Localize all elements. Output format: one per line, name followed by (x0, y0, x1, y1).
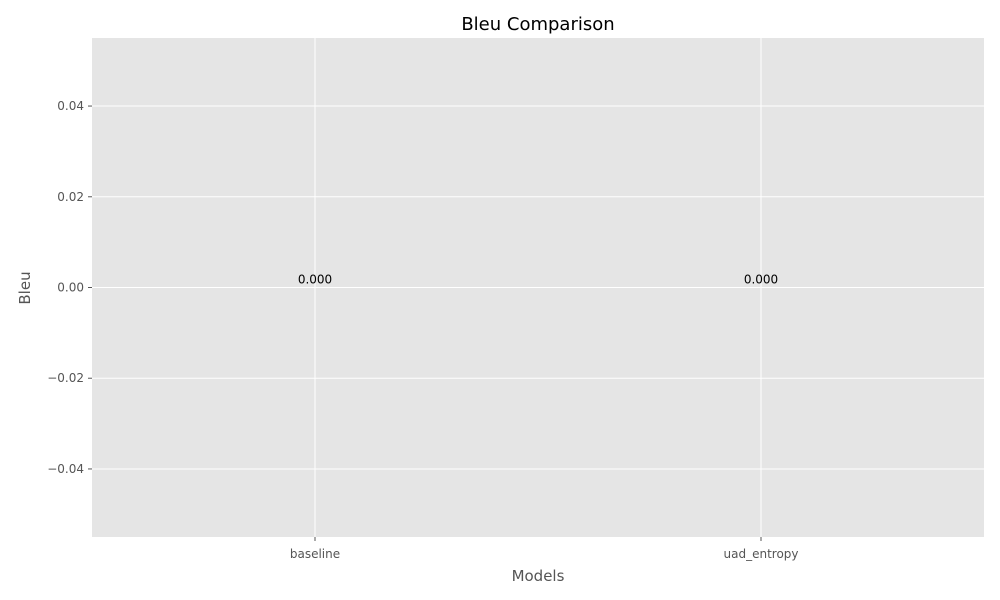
x-axis-label: Models (512, 567, 565, 585)
y-tick-label: 0.04 (57, 99, 84, 113)
y-tick-label: −0.02 (47, 371, 84, 385)
chart-title: Bleu Comparison (461, 14, 614, 35)
x-axis-ticks: baseline uad_entropy (290, 537, 799, 561)
y-axis-label: Bleu (16, 271, 34, 304)
y-tick-label: 0.00 (57, 281, 84, 295)
data-labels: 0.000 0.000 (298, 273, 778, 287)
y-tick-label: 0.02 (57, 190, 84, 204)
data-label: 0.000 (744, 273, 778, 287)
x-tick-label: baseline (290, 547, 340, 561)
y-tick-label: −0.04 (47, 462, 84, 476)
y-axis-ticks: 0.04 0.02 0.00 −0.02 −0.04 (47, 99, 92, 476)
grid-lines (92, 38, 984, 537)
x-tick-label: uad_entropy (724, 547, 799, 561)
data-label: 0.000 (298, 273, 332, 287)
